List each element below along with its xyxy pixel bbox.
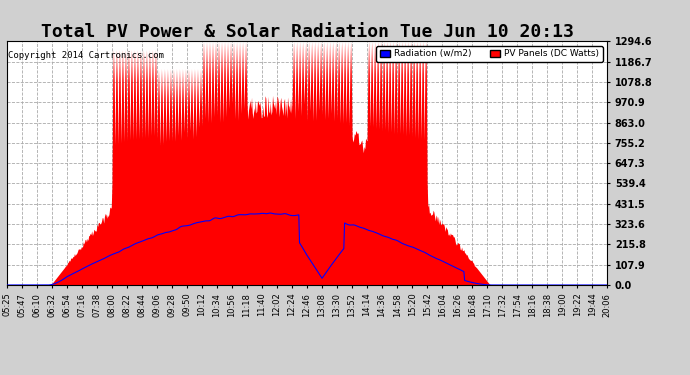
Text: Copyright 2014 Cartronics.com: Copyright 2014 Cartronics.com — [8, 51, 164, 60]
Legend: Radiation (w/m2), PV Panels (DC Watts): Radiation (w/m2), PV Panels (DC Watts) — [376, 46, 602, 62]
Title: Total PV Power & Solar Radiation Tue Jun 10 20:13: Total PV Power & Solar Radiation Tue Jun… — [41, 23, 573, 41]
